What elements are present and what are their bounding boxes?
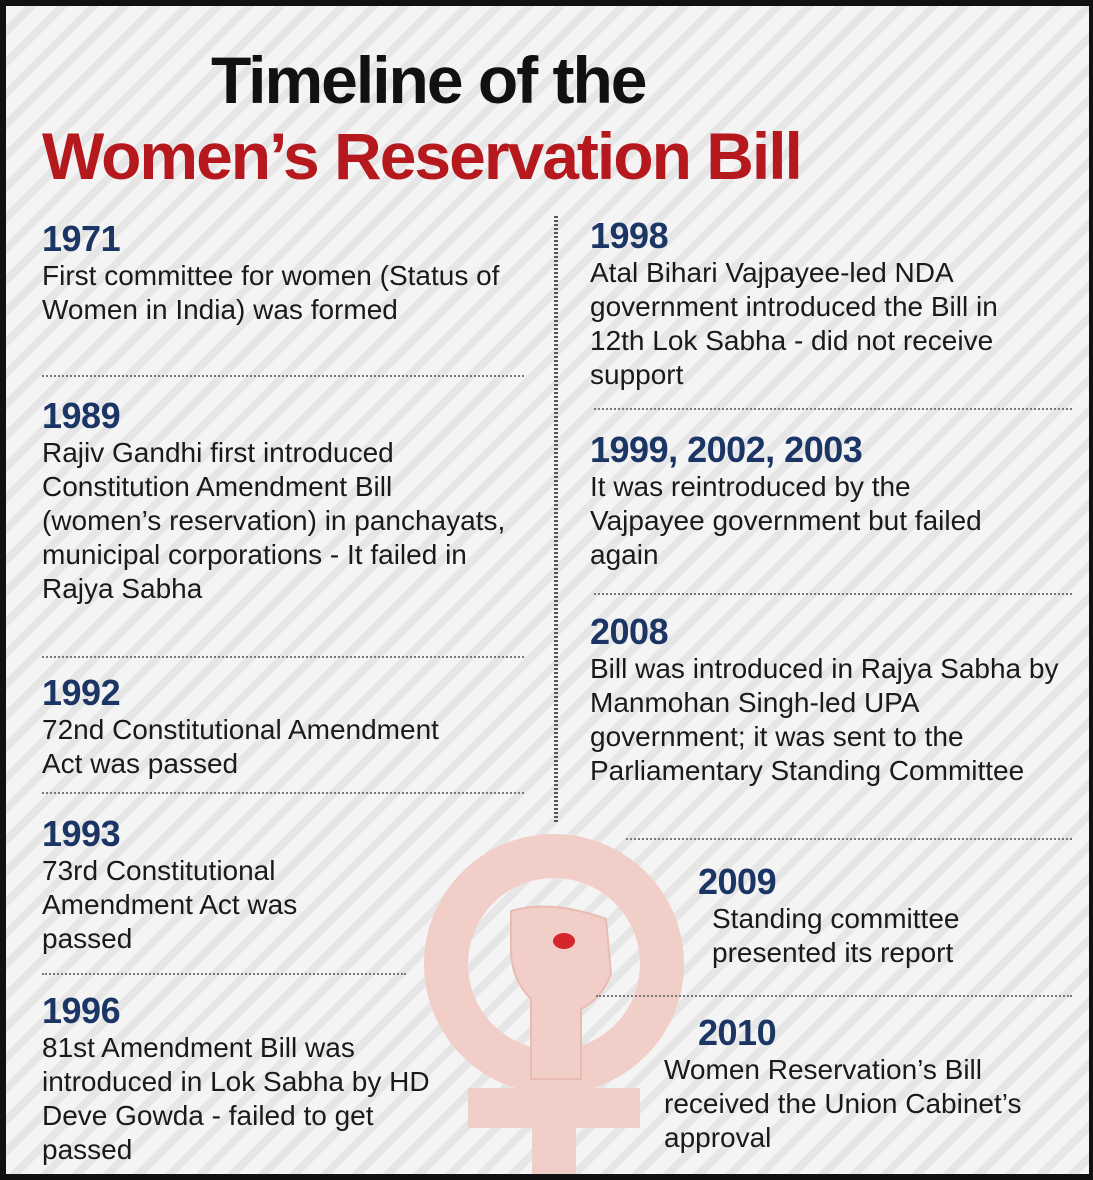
entry-text: 81st Amendment Bill was introduced in Lo… (42, 1031, 462, 1167)
divider (42, 973, 406, 975)
center-divider (554, 216, 558, 824)
entry-text: It was reintroduced by the Vajpayee gove… (590, 470, 1010, 572)
year: 2008 (590, 612, 1080, 652)
entry-text: 72nd Constitutional Amendment Act was pa… (42, 713, 462, 781)
entry-text: Women Reservation’s Bill received the Un… (664, 1053, 1024, 1155)
title-line1: Timeline of the (211, 42, 646, 118)
red-dot (553, 933, 575, 949)
title-line2: Women’s Reservation Bill (42, 118, 801, 194)
year: 1992 (42, 673, 462, 713)
entry-text: Bill was introduced in Rajya Sabha by Ma… (590, 652, 1080, 788)
year: 1998 (590, 216, 1050, 256)
year: 1999, 2002, 2003 (590, 430, 1010, 470)
divider (42, 792, 524, 794)
entry-text: 73rd Constitutional Amendment Act was pa… (42, 854, 387, 956)
year: 1996 (42, 991, 462, 1031)
year: 1989 (42, 396, 512, 436)
divider (626, 838, 1072, 840)
entry-text: Atal Bihari Vajpayee-led NDA government … (590, 256, 1050, 392)
divider (42, 656, 524, 658)
year: 2010 (698, 1013, 1058, 1053)
year: 1971 (42, 219, 522, 259)
divider (596, 995, 1072, 997)
divider (594, 593, 1072, 595)
divider (42, 375, 524, 377)
entry-text: Rajiv Gandhi first introduced Constituti… (42, 436, 512, 606)
year: 2009 (698, 862, 1038, 902)
entry-text: Standing committee presented its report (698, 902, 1038, 970)
infographic: Timeline of the Women’s Reservation Bill… (0, 0, 1093, 1180)
entry-text: First committee for women (Status of Wom… (42, 259, 522, 327)
symbol-cross (468, 1088, 640, 1128)
divider (594, 408, 1072, 410)
year: 1993 (42, 814, 387, 854)
